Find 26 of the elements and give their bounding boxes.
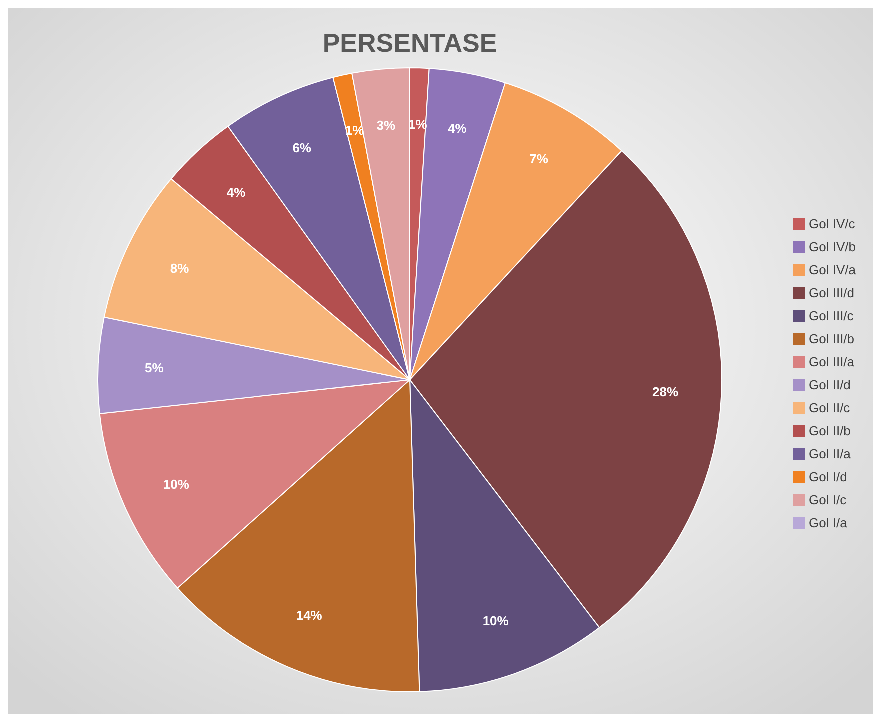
legend-label: Gol I/d <box>809 470 848 485</box>
data-label: 10% <box>482 614 510 629</box>
legend-label: Gol III/a <box>809 354 856 370</box>
legend-label: Gol I/a <box>809 516 848 531</box>
legend-label: Gol III/c <box>809 308 854 324</box>
legend-label: Gol IV/b <box>809 240 856 255</box>
chart-title: PERSENTASE <box>322 28 498 58</box>
legend-label: Gol I/c <box>809 492 848 508</box>
legend-label: Gol II/b <box>809 424 851 439</box>
legend-label: Gol II/a <box>809 446 852 462</box>
data-label: 6% <box>292 140 312 156</box>
legend-label: Gol II/d <box>809 378 851 393</box>
data-label: 14% <box>296 608 323 623</box>
legend-label: Gol III/b <box>809 332 855 347</box>
data-label: 5% <box>145 360 164 376</box>
legend-label: Gol IV/a <box>809 262 857 278</box>
data-label: 3% <box>376 118 396 133</box>
legend-label: Gol II/c <box>809 400 851 416</box>
data-label: 7% <box>530 152 549 167</box>
legend-label: Gol IV/c <box>809 216 856 232</box>
data-label: 28% <box>652 384 680 400</box>
data-label: 4% <box>448 121 468 136</box>
data-label: 8% <box>170 261 190 276</box>
data-label: 4% <box>226 184 246 200</box>
slice-label: Gol III/d <box>809 286 855 301</box>
data-label: 10% <box>163 476 190 492</box>
